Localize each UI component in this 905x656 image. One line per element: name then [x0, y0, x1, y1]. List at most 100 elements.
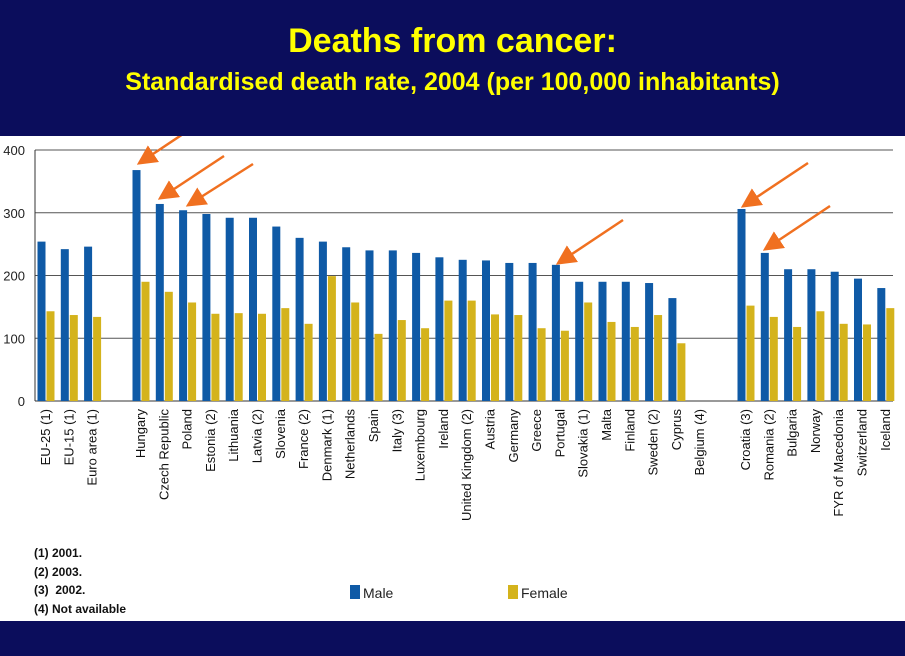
- x-tick-label: Finland: [622, 409, 637, 452]
- pointer-arrow: [136, 136, 183, 165]
- bar-male: [249, 217, 257, 401]
- bar-female: [69, 315, 78, 401]
- x-tick-label: France (2): [296, 409, 311, 469]
- bar-female: [46, 311, 55, 401]
- x-tick-label: Poland: [180, 409, 195, 449]
- footnote-3: (3) 2002.: [34, 583, 86, 597]
- y-tick-label: 100: [3, 331, 25, 346]
- x-tick-label: Luxembourg: [413, 409, 428, 481]
- pointer-arrow: [185, 162, 254, 207]
- legend-swatch-male: [350, 585, 360, 599]
- x-tick-label: Sweden (2): [646, 409, 661, 475]
- bar-female: [863, 324, 871, 401]
- pointer-arrow: [157, 154, 225, 200]
- bar-male: [830, 271, 839, 401]
- bar-female: [351, 302, 360, 401]
- x-tick-label: Malta: [599, 408, 614, 441]
- bar-male: [202, 214, 211, 401]
- bar-male: [272, 226, 281, 401]
- bar-female: [467, 300, 476, 401]
- bar-female: [444, 300, 453, 401]
- bar-female: [793, 326, 802, 401]
- bar-male: [388, 250, 397, 401]
- bar-female: [281, 308, 290, 401]
- bar-male: [505, 262, 514, 401]
- bar-male: [551, 264, 560, 401]
- bar-male: [668, 298, 677, 401]
- legend-swatch-female: [508, 585, 518, 599]
- bar-female: [514, 315, 523, 401]
- x-tick-label: Romania (2): [761, 409, 776, 481]
- pointer-arrow: [762, 204, 831, 251]
- bar-male: [458, 259, 467, 401]
- bar-male: [179, 210, 188, 401]
- bar-male: [84, 246, 93, 401]
- legend-label-male: Male: [363, 585, 394, 601]
- bar-male: [621, 281, 630, 401]
- bar-male: [482, 260, 490, 401]
- bar-male: [760, 252, 769, 401]
- x-tick-label: Lithuania: [226, 408, 241, 462]
- bar-male: [365, 250, 374, 401]
- x-tick-label: Germany: [506, 409, 521, 463]
- bar-female: [374, 333, 383, 401]
- x-tick-label: Latvia (2): [250, 409, 265, 463]
- footnote-4: (4) Not available: [34, 601, 127, 616]
- bar-female: [327, 276, 336, 401]
- bar-male: [155, 203, 164, 401]
- bar-male: [807, 269, 816, 401]
- x-tick-label: Czech Republic: [156, 409, 171, 501]
- bar-male: [737, 208, 746, 401]
- bar-male: [528, 262, 537, 401]
- bar-male: [295, 237, 304, 401]
- bar-female: [258, 313, 266, 401]
- bar-female: [164, 291, 173, 401]
- bar-female: [93, 316, 102, 401]
- bar-female: [560, 330, 569, 401]
- pointer-arrow: [555, 218, 624, 265]
- bar-female: [234, 313, 243, 401]
- bar-female: [491, 314, 499, 401]
- x-tick-label: Belgium (4): [692, 409, 707, 475]
- bar-female: [654, 315, 663, 401]
- bar-female: [630, 326, 639, 401]
- x-tick-label: Euro area (1): [85, 409, 100, 486]
- footnote-2: (2) 2003.: [34, 564, 83, 579]
- x-tick-label: Italy (3): [389, 409, 404, 452]
- bar-female: [886, 308, 895, 401]
- bar-female: [537, 328, 546, 401]
- bar-male: [645, 283, 654, 401]
- x-tick-label: Cyprus: [669, 409, 684, 451]
- page-title: Deaths from cancer:: [288, 22, 617, 60]
- bar-female: [769, 316, 778, 401]
- footnote-1: (1) 2001.: [34, 546, 83, 560]
- bar-female: [211, 313, 220, 401]
- bar-male: [60, 249, 69, 401]
- x-tick-label: EU-15 (1): [61, 409, 76, 465]
- x-tick-label: Austria: [483, 408, 498, 449]
- title-banner: [0, 0, 905, 136]
- bar-female: [584, 302, 593, 401]
- bar-male: [784, 269, 793, 401]
- bar-female: [397, 320, 406, 401]
- x-tick-label: Netherlands: [343, 409, 358, 480]
- pointer-arrow: [740, 161, 809, 208]
- x-tick-label: EU-25 (1): [38, 409, 53, 465]
- x-tick-label: FYR of Macedonia: [831, 408, 846, 516]
- x-tick-label: United Kingdom (2): [459, 409, 474, 521]
- x-tick-label: Hungary: [133, 409, 148, 459]
- x-tick-label: Bulgaria: [785, 408, 800, 456]
- bar-female: [607, 321, 616, 401]
- bar-male: [342, 247, 351, 401]
- bar-female: [816, 311, 825, 401]
- bar-male: [225, 217, 234, 401]
- bar-female: [421, 328, 430, 401]
- x-tick-label: Greece: [529, 409, 544, 452]
- bar-female: [746, 305, 755, 401]
- x-tick-label: Iceland: [878, 409, 893, 451]
- bar-female: [677, 343, 686, 401]
- footnotes: (1) 2001. (2) 2003. (3) 2002. (4) Not av…: [34, 544, 126, 618]
- x-tick-label: Estonia (2): [203, 409, 218, 472]
- x-tick-label: Slovenia: [273, 408, 288, 459]
- x-tick-label: Slovakia (1): [576, 409, 591, 478]
